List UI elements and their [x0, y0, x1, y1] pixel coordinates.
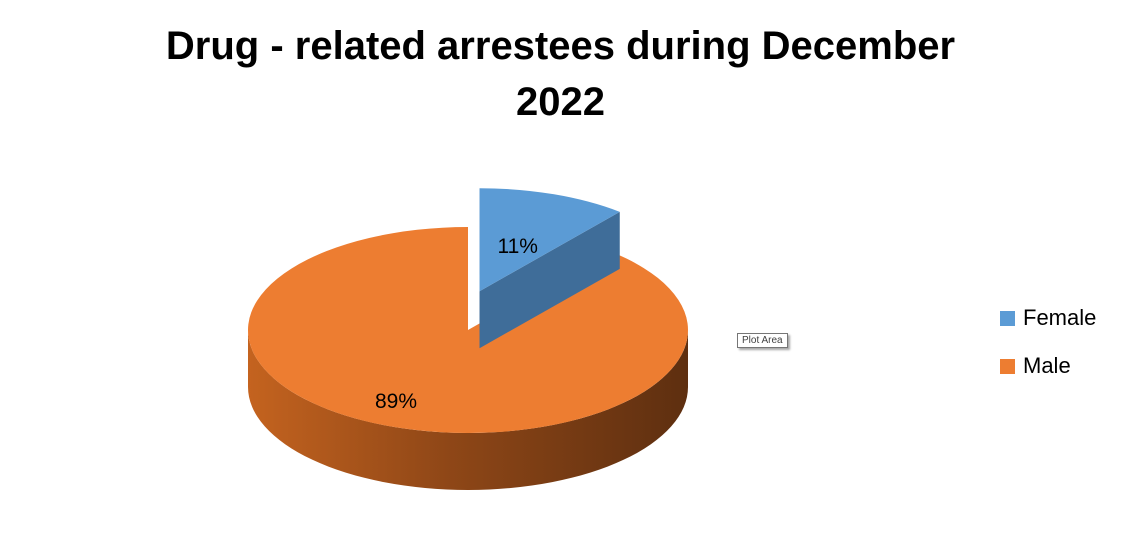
- pie-side-male: [248, 330, 688, 490]
- legend-swatch-female: [1000, 310, 1015, 326]
- pie-slice-female: [479, 188, 620, 292]
- legend: Female Male: [1000, 305, 1097, 402]
- legend-swatch-male: [1000, 358, 1015, 374]
- plot-area-tooltip: Plot Area: [737, 333, 788, 348]
- legend-label-male: Male: [1023, 353, 1071, 378]
- chart-title-line-2: 2022: [516, 80, 605, 124]
- chart-title-line-1: Drug - related arrestees during December: [165, 24, 956, 68]
- data-label-male: 89%: [375, 390, 417, 413]
- pie-slice-male: [247, 227, 688, 434]
- data-label-female: 11%: [497, 235, 537, 258]
- legend-label-female: Female: [1023, 305, 1097, 330]
- chart-title: Drug - related arrestees during December…: [0, 18, 1121, 130]
- legend-item-male: Male: [1000, 353, 1096, 378]
- legend-item-female: Female: [1000, 305, 1097, 330]
- pie-cut-face-female: [479, 211, 620, 349]
